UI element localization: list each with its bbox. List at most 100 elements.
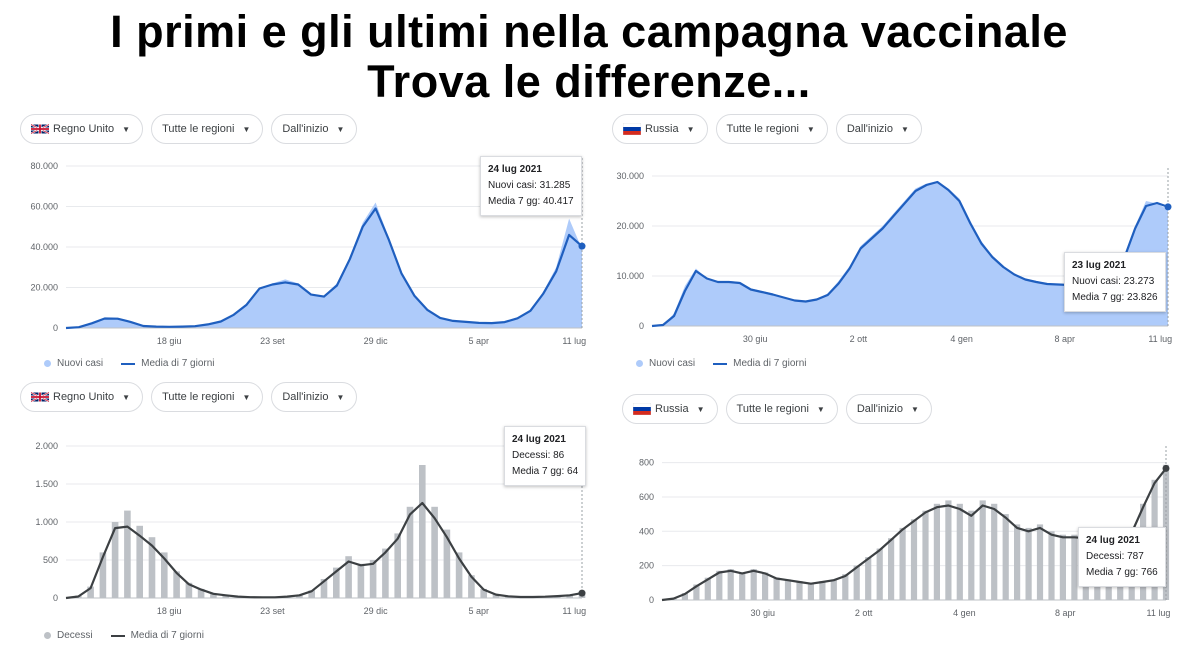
y-tick-label: 1.500: [35, 479, 58, 489]
country-select[interactable]: Regno Unito ▼: [20, 382, 144, 412]
region-select[interactable]: Tutte le regioni ▼: [715, 114, 828, 144]
hover-point: [1162, 464, 1170, 472]
chart-tooltip: 24 lug 2021 Decessi: 86 Media 7 gg: 64: [504, 426, 587, 486]
deaths-bar: [739, 572, 746, 600]
chart-tooltip: 24 lug 2021 Decessi: 787 Media 7 gg: 766: [1078, 527, 1166, 587]
y-tick-label: 0: [649, 595, 654, 605]
deaths-bar: [933, 503, 940, 600]
chart-legend: Nuovi casi Media di 7 giorni: [44, 358, 215, 369]
country-select[interactable]: Russia ▼: [622, 394, 718, 424]
uk-cases-controls: Regno Unito ▼ Tutte le regioni ▼ Dall'iniz…: [20, 114, 358, 146]
x-tick-label: 11 lug: [1148, 334, 1172, 344]
y-tick-label: 400: [639, 526, 654, 536]
legend-item-bars: Nuovi casi: [44, 358, 103, 369]
uk-flag-icon: [31, 391, 49, 403]
dropdown-arrow-icon: ▼: [686, 124, 695, 134]
deaths-bar: [945, 500, 952, 600]
uk-cases-panel: Regno Unito ▼ Tutte le regioni ▼ Dall'iniz…: [20, 114, 590, 376]
ru-deaths-controls: Russia ▼ Tutte le regioni ▼ Dall'inizio ▼: [622, 394, 932, 426]
period-select[interactable]: Dall'inizio ▼: [835, 114, 922, 144]
tooltip-line-2: Media 7 gg: 64: [512, 466, 579, 477]
deaths-bar: [910, 519, 918, 600]
legend-bars-label: Decessi: [57, 630, 93, 641]
tooltip-date: 24 lug 2021: [1086, 535, 1140, 546]
x-tick-label: 4 gen: [950, 334, 973, 344]
deaths-bar: [124, 510, 131, 598]
deaths-bar: [819, 581, 826, 600]
legend-item-line: Media di 7 giorni: [713, 358, 807, 369]
y-tick-label: 20.000: [30, 283, 58, 293]
x-tick-label: 4 gen: [953, 608, 976, 618]
ru-cases-controls: Russia ▼ Tutte le regioni ▼ Dall'inizio ▼: [612, 114, 922, 146]
deaths-bar: [888, 538, 895, 600]
chart-tooltip: 23 lug 2021 Nuovi casi: 23.273 Media 7 g…: [1064, 252, 1166, 312]
deaths-bar: [922, 510, 929, 600]
deaths-bar: [1059, 534, 1066, 600]
uk-deaths-chart[interactable]: 0 500 1.000 1.500 2.000 18 giu 23 set 29 dic 5 a…: [20, 430, 590, 630]
y-tick-label: 600: [639, 492, 654, 502]
legend-bars-label: Nuovi casi: [57, 358, 104, 369]
ru-deaths-panel: Russia ▼ Tutte le regioni ▼ Dall'inizio ▼ 0…: [622, 394, 1172, 652]
y-tick-label: 60.000: [30, 202, 58, 212]
deaths-bar: [773, 577, 780, 600]
deaths-bar: [296, 595, 303, 598]
new-cases-area: [66, 202, 582, 328]
ru-cases-chart[interactable]: 0 10.000 20.000 30.000 30 giu 2 ott 4 gen 8 apr…: [612, 156, 1172, 351]
legend-line-label: Media di 7 giorni: [733, 358, 807, 369]
deaths-bar: [979, 500, 986, 600]
country-label: Russia: [645, 123, 679, 135]
region-label: Tutte le regioni: [162, 391, 235, 403]
uk-flag-icon: [31, 123, 49, 135]
deaths-bar: [197, 588, 205, 598]
deaths-bar: [784, 579, 792, 600]
y-tick-label: 2.000: [35, 441, 58, 451]
country-select[interactable]: Regno Unito ▼: [20, 114, 144, 144]
dropdown-arrow-icon: ▼: [336, 392, 345, 402]
x-tick-label: 2 ott: [850, 334, 868, 344]
deaths-bar: [727, 569, 734, 600]
x-tick-label: 23 set: [260, 606, 285, 616]
region-label: Tutte le regioni: [736, 403, 809, 415]
region-select[interactable]: Tutte le regioni ▼: [151, 382, 264, 412]
region-label: Tutte le regioni: [162, 123, 235, 135]
x-tick-label: 11 lug: [1147, 608, 1171, 618]
deaths-bar: [1014, 524, 1021, 600]
deaths-bar: [419, 465, 426, 598]
tooltip-line-1: Decessi: 86: [512, 450, 565, 461]
deaths-bar: [762, 572, 769, 600]
tooltip-line-1: Decessi: 787: [1086, 551, 1144, 562]
deaths-bar: [357, 563, 365, 598]
new-cases-area: [652, 181, 1168, 326]
deaths-bar: [681, 593, 688, 600]
tooltip-line-2: Media 7 gg: 23.826: [1072, 292, 1158, 303]
tooltip-line-1: Nuovi casi: 31.285: [488, 180, 571, 191]
deaths-bar: [1071, 534, 1078, 600]
x-tick-label: 30 giu: [743, 334, 768, 344]
dropdown-arrow-icon: ▼: [806, 124, 815, 134]
dropdown-arrow-icon: ▼: [696, 404, 705, 414]
period-select[interactable]: Dall'inizio ▼: [271, 114, 358, 144]
y-tick-label: 80.000: [30, 161, 58, 171]
region-select[interactable]: Tutte le regioni ▼: [725, 394, 838, 424]
country-label: Regno Unito: [53, 123, 115, 135]
tooltip-date: 24 lug 2021: [512, 434, 566, 445]
region-select[interactable]: Tutte le regioni ▼: [151, 114, 264, 144]
y-tick-label: 30.000: [616, 171, 644, 181]
y-tick-label: 10.000: [616, 271, 644, 281]
dropdown-arrow-icon: ▼: [816, 404, 825, 414]
dropdown-arrow-icon: ▼: [122, 392, 131, 402]
tooltip-date: 24 lug 2021: [488, 164, 542, 175]
country-select[interactable]: Russia ▼: [612, 114, 708, 144]
period-select[interactable]: Dall'inizio ▼: [845, 394, 932, 424]
period-select[interactable]: Dall'inizio ▼: [271, 382, 358, 412]
deaths-bar: [865, 557, 872, 600]
deaths-bar: [991, 503, 998, 600]
deaths-bar: [431, 506, 438, 598]
x-tick-label: 5 apr: [469, 336, 490, 346]
dropdown-arrow-icon: ▼: [336, 124, 345, 134]
deaths-bar: [830, 579, 837, 600]
uk-deaths-panel: Regno Unito ▼ Tutte le regioni ▼ Dall'iniz…: [20, 382, 590, 652]
deaths-bar: [394, 533, 401, 598]
dropdown-arrow-icon: ▼: [910, 404, 919, 414]
x-tick-label: 29 dic: [364, 606, 389, 616]
